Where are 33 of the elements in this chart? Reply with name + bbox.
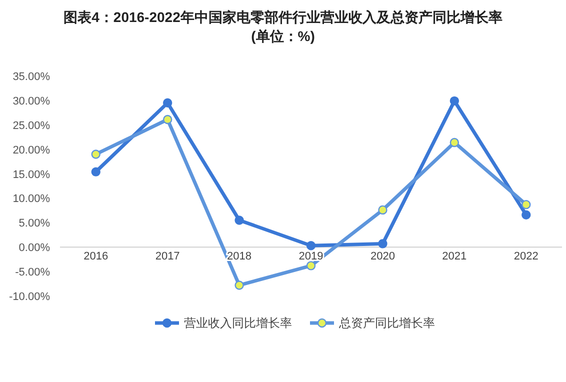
- title: 图表4：2016-2022年中国家电零部件行业营业收入及总资产同比增长率: [64, 9, 502, 25]
- ytick: 5.00%: [18, 218, 50, 230]
- ytick: 25.00%: [12, 120, 50, 132]
- point: [378, 239, 388, 248]
- ytick: -10.00%: [9, 291, 50, 303]
- point: [234, 280, 244, 290]
- xtick: 2020: [370, 250, 395, 263]
- point: [306, 241, 316, 250]
- point: [162, 114, 172, 124]
- point: [378, 205, 388, 215]
- xtick: 2016: [84, 250, 108, 263]
- legend-label: 营业收入同比增长率: [184, 316, 292, 330]
- ytick: 20.00%: [12, 144, 50, 156]
- point: [522, 200, 531, 210]
- legend-label: 总资产同比增长率: [338, 316, 435, 330]
- point: [234, 216, 244, 225]
- point: [306, 261, 316, 270]
- xtick: 2022: [514, 250, 538, 263]
- xtick: 2021: [442, 250, 467, 263]
- ytick: 35.00%: [12, 71, 50, 83]
- ytick: 0.00%: [18, 242, 50, 254]
- point: [522, 210, 531, 220]
- point: [91, 167, 100, 176]
- ytick: 30.00%: [12, 95, 50, 108]
- ytick: -5.00%: [15, 266, 50, 279]
- subtitle: (单位：%): [251, 28, 315, 44]
- xtick: 2017: [155, 250, 180, 263]
- point: [450, 138, 460, 148]
- point: [162, 98, 172, 108]
- ytick: 10.00%: [12, 193, 50, 206]
- ytick: 15.00%: [12, 168, 50, 181]
- point: [91, 150, 100, 159]
- point: [450, 96, 460, 106]
